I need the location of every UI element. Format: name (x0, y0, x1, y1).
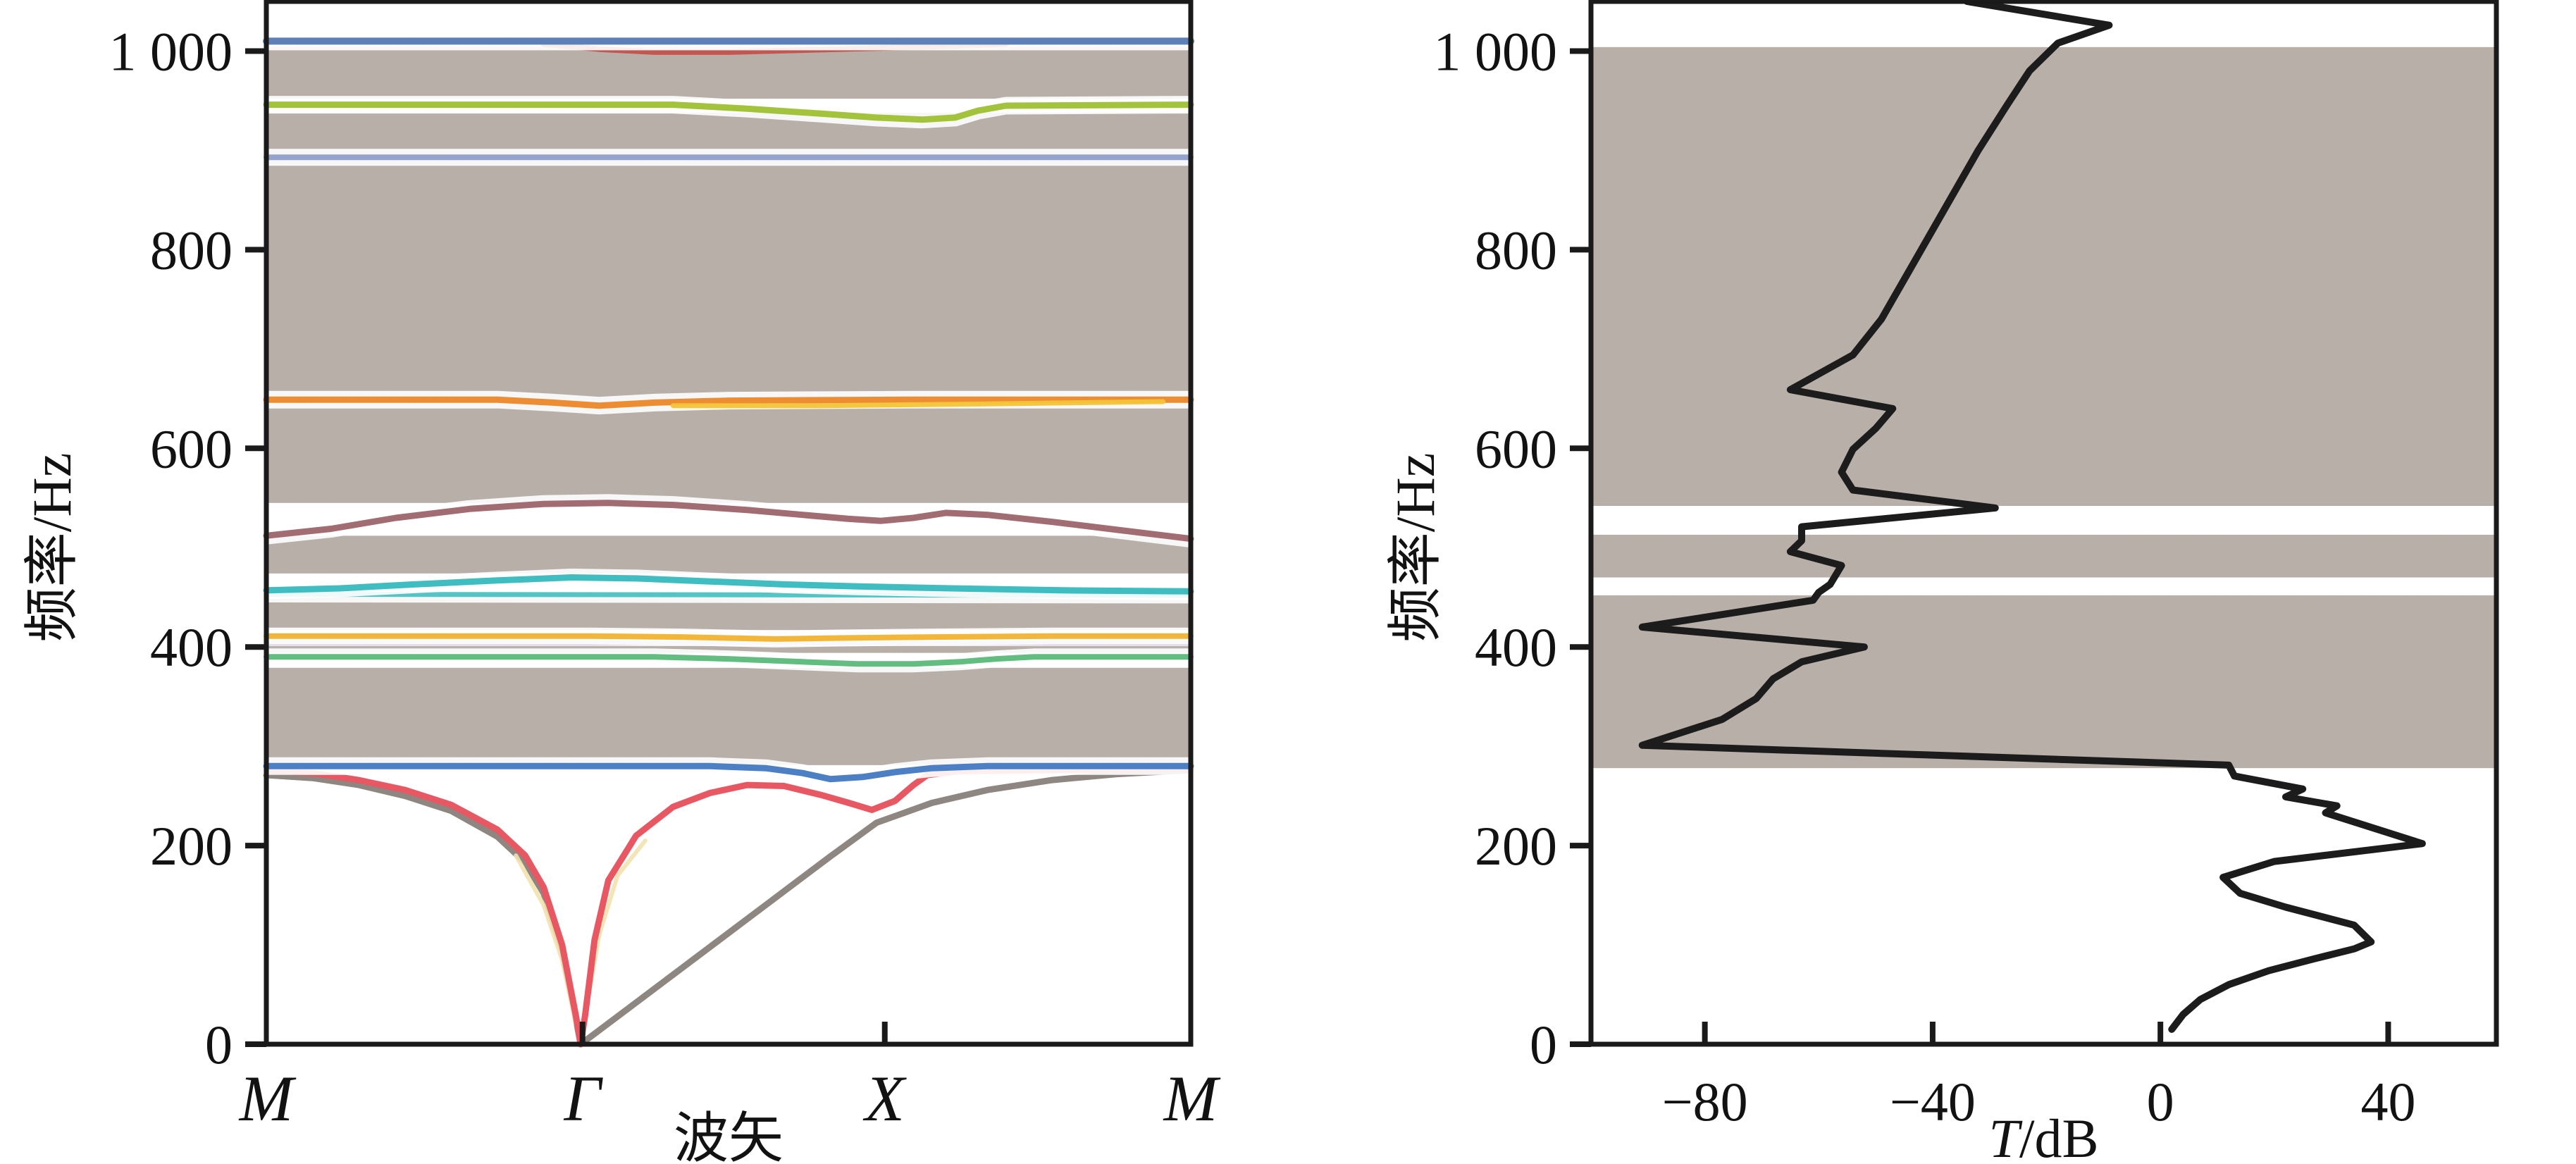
y-tick-label: 600 (150, 418, 233, 479)
flat-band-green-390 (264, 654, 1194, 667)
band-maroon-arch (263, 500, 1194, 543)
x-tick-label: 40 (2360, 1071, 2415, 1132)
y-tick-label: 200 (1475, 815, 1557, 877)
transmission-curve (1638, 0, 2426, 1033)
band-structure-chart-ylabel: 频率/Hz (21, 453, 82, 643)
band-structure-chart-stop-band (268, 535, 1189, 574)
transmission-chart-stop-band (1593, 534, 2494, 578)
y-tick-label: 0 (1530, 1014, 1557, 1075)
y-tick-label: 0 (205, 1014, 233, 1075)
flat-band-orange-648 (263, 396, 1194, 409)
band-structure-chart: 0 200 400 600 800 1 000 M Γ X M 频率/Hz 波矢 (21, 0, 1221, 1164)
y-tick-label: 1 000 (1434, 20, 1558, 82)
band-structure-chart-border (264, 0, 1194, 1047)
acoustic-branch-red (263, 766, 1194, 1048)
band-structure-chart-xlabel: 波矢 (674, 1108, 784, 1164)
y-tick-label: 400 (150, 617, 233, 678)
y-tick-label: 800 (1475, 219, 1557, 280)
band-structure-chart-stop-band (268, 645, 1189, 653)
transmission-chart-stop-band (1593, 595, 2494, 769)
band-yellowgreen-945 (263, 101, 1194, 123)
x-tick-label: −80 (1662, 1071, 1748, 1132)
transmission-chart-border (1588, 0, 2499, 1047)
y-tick-label: 800 (150, 219, 233, 280)
transmission-chart: 0 200 400 600 800 1 000 −80 −40 0 40 频率/Hz T/dB (1385, 0, 2499, 1164)
x-tick-label: M (1163, 1063, 1221, 1134)
x-tick-label: −40 (1890, 1071, 1976, 1132)
flat-band-yellow-644-overlay (670, 399, 1166, 409)
transmission-chart-xlabel: T/dB (1988, 1108, 2098, 1164)
x-tick-label: Γ (564, 1063, 604, 1134)
band-structure-chart-stop-band (268, 48, 1189, 99)
band-structure-chart-stop-band (268, 667, 1189, 765)
y-tick-label: 400 (1475, 617, 1557, 678)
x-tick-label: M (238, 1063, 297, 1134)
band-cyan-arch (263, 574, 1194, 595)
x-tick-label: X (862, 1063, 908, 1134)
y-tick-label: 600 (1475, 418, 1557, 479)
y-tick-label: 200 (150, 815, 233, 877)
flat-band-blue-279 (263, 762, 1194, 783)
x-tick-label: 0 (2147, 1071, 2174, 1132)
band-structure-chart-stop-band (268, 112, 1189, 503)
acoustic-branch-gray (263, 767, 1194, 1048)
y-tick-label: 1 000 (109, 20, 233, 82)
transmission-chart-ylabel: 频率/Hz (1385, 453, 1446, 643)
flat-band-yellow-411 (264, 633, 1194, 642)
transmission-chart-stop-band (1593, 47, 2494, 507)
